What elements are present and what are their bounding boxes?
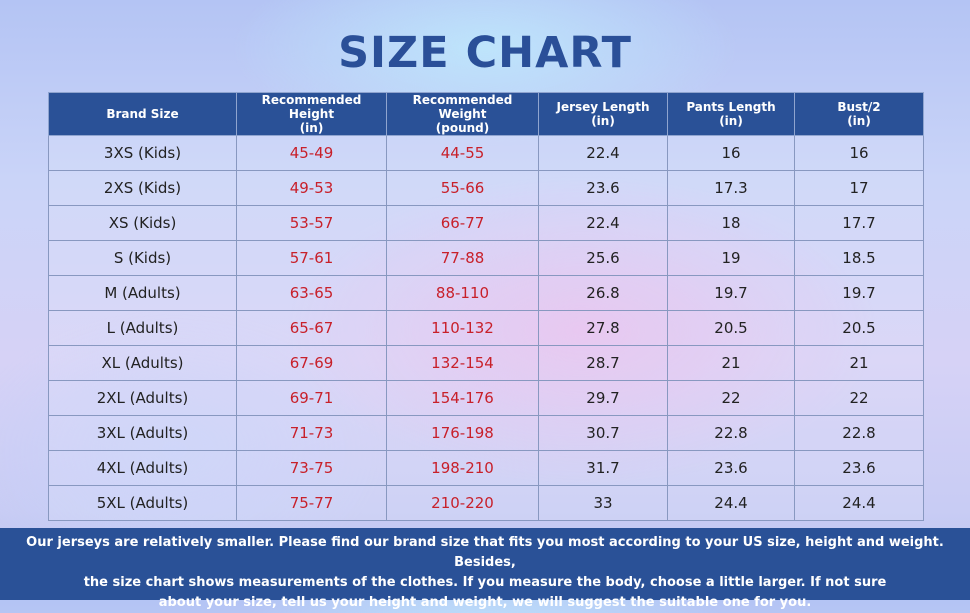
bust-cell: 19.7	[794, 275, 924, 311]
table-row: M (Adults) 63-65 88-110 26.8 19.7 19.7	[48, 275, 924, 311]
jersey-length-cell: 29.7	[538, 380, 668, 416]
pants-length-cell: 24.4	[667, 485, 795, 521]
table-row: 3XS (Kids) 45-49 44-55 22.4 16 16	[48, 135, 924, 171]
table-row: 2XS (Kids) 49-53 55-66 23.6 17.3 17	[48, 170, 924, 206]
header-bust-half: Bust/2 (in)	[794, 92, 924, 136]
pants-length-cell: 21	[667, 345, 795, 381]
height-cell: 71-73	[236, 415, 387, 451]
height-cell: 67-69	[236, 345, 387, 381]
pants-length-cell: 20.5	[667, 310, 795, 346]
height-cell: 75-77	[236, 485, 387, 521]
brand-size-cell: 3XL (Adults)	[48, 415, 237, 451]
weight-cell: 110-132	[386, 310, 539, 346]
sizing-note-line: about your size, tell us your height and…	[158, 595, 812, 610]
brand-size-cell: 4XL (Adults)	[48, 450, 237, 486]
pants-length-cell: 19	[667, 240, 795, 276]
table-row: 4XL (Adults) 73-75 198-210 31.7 23.6 23.…	[48, 450, 924, 486]
jersey-length-cell: 26.8	[538, 275, 668, 311]
table-row: 3XL (Adults) 71-73 176-198 30.7 22.8 22.…	[48, 415, 924, 451]
brand-size-cell: M (Adults)	[48, 275, 237, 311]
jersey-length-cell: 25.6	[538, 240, 668, 276]
weight-cell: 132-154	[386, 345, 539, 381]
brand-size-cell: XS (Kids)	[48, 205, 237, 241]
weight-cell: 88-110	[386, 275, 539, 311]
bust-cell: 16	[794, 135, 924, 171]
header-jersey-length: Jersey Length (in)	[538, 92, 668, 136]
pants-length-cell: 16	[667, 135, 795, 171]
pants-length-cell: 22.8	[667, 415, 795, 451]
bust-cell: 18.5	[794, 240, 924, 276]
jersey-length-cell: 22.4	[538, 205, 668, 241]
bust-cell: 22.8	[794, 415, 924, 451]
bust-cell: 23.6	[794, 450, 924, 486]
height-cell: 65-67	[236, 310, 387, 346]
table-row: XL (Adults) 67-69 132-154 28.7 21 21	[48, 345, 924, 381]
table-header-row: Brand Size Recommended Height (in) Recomm…	[48, 92, 924, 136]
brand-size-cell: 3XS (Kids)	[48, 135, 237, 171]
height-cell: 45-49	[236, 135, 387, 171]
header-recommended-height: Recommended Height (in)	[236, 92, 387, 136]
jersey-length-cell: 31.7	[538, 450, 668, 486]
sizing-note-banner: Our jerseys are relatively smaller. Plea…	[0, 528, 970, 610]
height-cell: 53-57	[236, 205, 387, 241]
pants-length-cell: 18	[667, 205, 795, 241]
bust-cell: 22	[794, 380, 924, 416]
table-row: 5XL (Adults) 75-77 210-220 33 24.4 24.4	[48, 485, 924, 521]
weight-cell: 55-66	[386, 170, 539, 206]
table-row: XS (Kids) 53-57 66-77 22.4 18 17.7	[48, 205, 924, 241]
height-cell: 73-75	[236, 450, 387, 486]
brand-size-cell: S (Kids)	[48, 240, 237, 276]
weight-cell: 66-77	[386, 205, 539, 241]
height-cell: 57-61	[236, 240, 387, 276]
weight-cell: 44-55	[386, 135, 539, 171]
brand-size-cell: 2XS (Kids)	[48, 170, 237, 206]
jersey-length-cell: 33	[538, 485, 668, 521]
header-pants-length: Pants Length (in)	[667, 92, 795, 136]
jersey-length-cell: 28.7	[538, 345, 668, 381]
jersey-length-cell: 30.7	[538, 415, 668, 451]
weight-cell: 198-210	[386, 450, 539, 486]
page-title: SIZE CHART	[338, 28, 632, 78]
pants-length-cell: 19.7	[667, 275, 795, 311]
bust-cell: 17.7	[794, 205, 924, 241]
height-cell: 63-65	[236, 275, 387, 311]
table-row: L (Adults) 65-67 110-132 27.8 20.5 20.5	[48, 310, 924, 346]
sizing-note-line: the size chart shows measurements of the…	[83, 575, 887, 590]
brand-size-cell: 2XL (Adults)	[48, 380, 237, 416]
bust-cell: 17	[794, 170, 924, 206]
table-row: S (Kids) 57-61 77-88 25.6 19 18.5	[48, 240, 924, 276]
height-cell: 49-53	[236, 170, 387, 206]
jersey-length-cell: 23.6	[538, 170, 668, 206]
pants-length-cell: 17.3	[667, 170, 795, 206]
bust-cell: 20.5	[794, 310, 924, 346]
sizing-note-line: Our jerseys are relatively smaller. Plea…	[26, 535, 944, 570]
header-brand-size: Brand Size	[48, 92, 237, 136]
weight-cell: 77-88	[386, 240, 539, 276]
jersey-length-cell: 22.4	[538, 135, 668, 171]
brand-size-cell: XL (Adults)	[48, 345, 237, 381]
bust-cell: 21	[794, 345, 924, 381]
size-chart-table: Brand Size Recommended Height (in) Recomm…	[48, 92, 924, 521]
pants-length-cell: 22	[667, 380, 795, 416]
table-row: 2XL (Adults) 69-71 154-176 29.7 22 22	[48, 380, 924, 416]
pants-length-cell: 23.6	[667, 450, 795, 486]
weight-cell: 154-176	[386, 380, 539, 416]
jersey-length-cell: 27.8	[538, 310, 668, 346]
brand-size-cell: L (Adults)	[48, 310, 237, 346]
header-recommended-weight: Recommended Weight (pound)	[386, 92, 539, 136]
weight-cell: 210-220	[386, 485, 539, 521]
bust-cell: 24.4	[794, 485, 924, 521]
weight-cell: 176-198	[386, 415, 539, 451]
height-cell: 69-71	[236, 380, 387, 416]
brand-size-cell: 5XL (Adults)	[48, 485, 237, 521]
